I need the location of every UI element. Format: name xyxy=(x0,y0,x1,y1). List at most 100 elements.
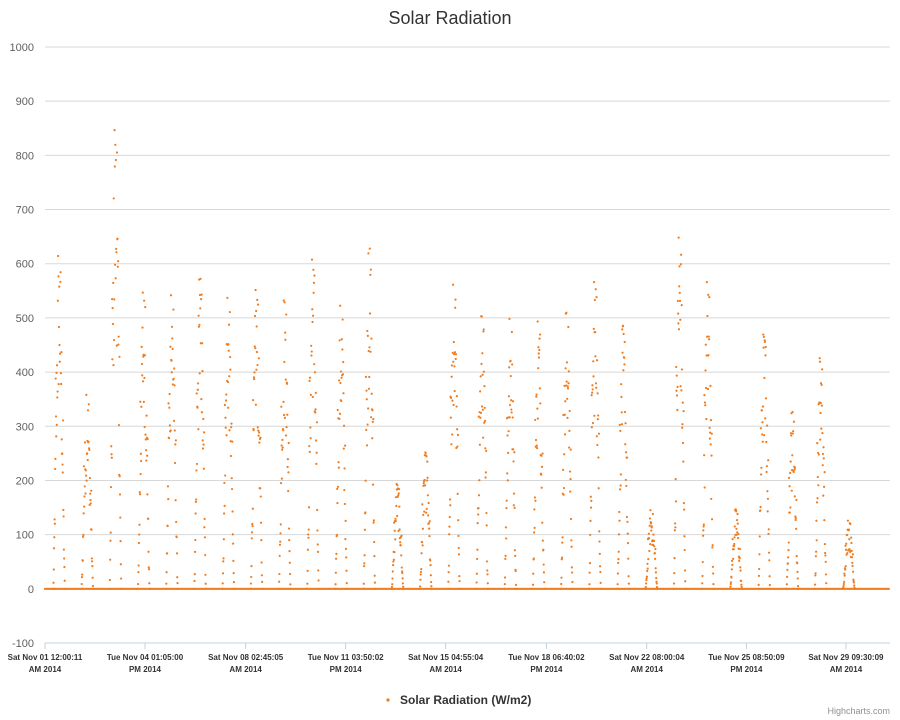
data-point xyxy=(56,390,59,393)
data-point xyxy=(678,291,681,294)
data-point xyxy=(842,580,846,583)
data-point xyxy=(365,398,368,401)
data-point xyxy=(368,247,371,250)
data-point xyxy=(141,291,144,294)
data-point xyxy=(740,587,744,590)
legend[interactable]: Solar Radiation (W/m2) xyxy=(386,693,531,707)
data-point xyxy=(138,491,141,494)
data-point xyxy=(114,263,117,266)
data-point xyxy=(139,452,142,455)
data-point xyxy=(317,569,320,572)
data-point xyxy=(143,354,147,357)
data-point xyxy=(90,489,93,492)
data-point xyxy=(108,578,112,582)
data-point xyxy=(425,479,429,482)
data-point xyxy=(618,510,621,514)
data-point xyxy=(58,360,61,363)
data-point xyxy=(309,393,312,396)
data-point xyxy=(340,376,343,379)
data-point xyxy=(113,298,116,301)
data-point xyxy=(194,512,197,515)
data-point xyxy=(848,548,851,551)
data-point xyxy=(422,513,425,516)
data-point xyxy=(792,430,795,433)
data-point xyxy=(704,404,707,407)
data-point xyxy=(345,587,349,590)
data-point xyxy=(364,375,368,378)
data-point xyxy=(254,347,257,350)
data-point xyxy=(853,584,856,587)
data-point xyxy=(59,372,62,375)
data-point xyxy=(223,512,226,515)
data-point xyxy=(734,508,738,511)
data-point xyxy=(594,355,597,358)
data-point xyxy=(676,408,679,412)
data-point xyxy=(284,434,288,437)
data-point xyxy=(373,574,376,577)
data-point xyxy=(174,443,177,446)
data-point xyxy=(257,434,260,437)
data-point xyxy=(709,443,712,446)
data-point xyxy=(138,533,141,536)
data-point xyxy=(649,522,653,525)
data-point xyxy=(541,539,544,542)
data-point xyxy=(109,485,113,489)
data-point xyxy=(316,508,319,512)
data-point xyxy=(426,494,429,497)
data-point xyxy=(174,439,177,442)
data-point xyxy=(370,392,373,395)
data-point xyxy=(708,437,711,440)
data-point xyxy=(171,347,174,350)
data-point xyxy=(252,398,255,402)
data-point xyxy=(251,507,254,510)
data-point xyxy=(485,511,488,515)
data-point xyxy=(796,562,799,565)
data-point xyxy=(733,542,736,546)
data-point xyxy=(673,557,676,560)
y-tick-label: 500 xyxy=(16,313,34,325)
data-point xyxy=(482,370,486,373)
data-point xyxy=(365,428,368,431)
data-point xyxy=(761,421,764,424)
data-point xyxy=(86,452,89,455)
data-point xyxy=(137,571,140,574)
data-point xyxy=(277,587,280,590)
data-point xyxy=(58,352,62,355)
data-point xyxy=(506,434,509,437)
data-point xyxy=(140,459,143,463)
data-point xyxy=(285,425,288,429)
credits-link[interactable]: Highcharts.com xyxy=(827,706,890,716)
data-point xyxy=(505,507,508,510)
data-point xyxy=(819,382,823,385)
data-point xyxy=(367,252,370,255)
data-point xyxy=(391,583,394,586)
data-point xyxy=(481,352,484,355)
data-point xyxy=(172,419,176,422)
data-point xyxy=(115,251,118,254)
data-point xyxy=(137,564,140,567)
data-point xyxy=(371,420,374,423)
data-point xyxy=(453,389,456,393)
data-point xyxy=(278,572,281,576)
data-point xyxy=(765,470,768,474)
data-point xyxy=(335,533,339,537)
data-point xyxy=(167,437,171,440)
legend-label: Solar Radiation (W/m2) xyxy=(400,693,531,707)
data-point xyxy=(711,565,714,568)
data-point xyxy=(148,582,151,585)
x-tick-label-line2: PM 2014 xyxy=(330,665,363,674)
data-point xyxy=(820,427,823,430)
data-point xyxy=(768,575,771,578)
data-point xyxy=(540,465,544,468)
data-point xyxy=(196,406,199,409)
data-point xyxy=(599,570,602,574)
data-point xyxy=(83,441,87,444)
y-tick-label: 400 xyxy=(16,367,34,379)
data-point xyxy=(54,467,57,471)
data-point xyxy=(684,580,687,583)
data-point xyxy=(821,431,824,435)
data-point xyxy=(457,519,460,522)
data-point xyxy=(166,485,170,488)
data-point xyxy=(479,416,482,419)
data-point xyxy=(316,529,319,532)
